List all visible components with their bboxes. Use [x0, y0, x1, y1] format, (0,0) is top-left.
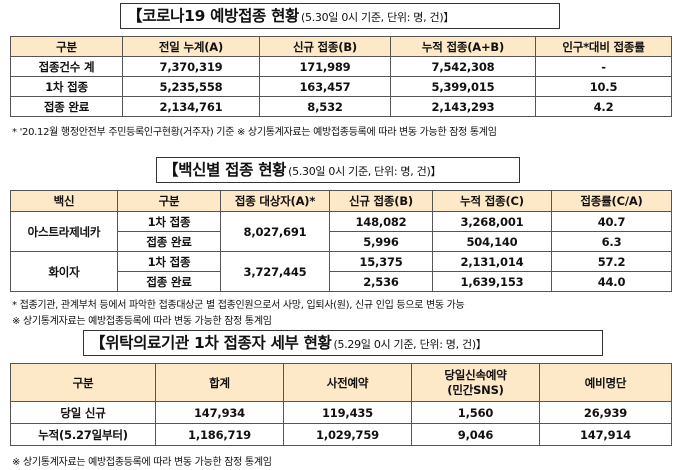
table-cell: 147,934	[155, 401, 284, 424]
row-label: 1차 접종	[117, 211, 221, 232]
table-cell: 119,435	[283, 401, 412, 424]
col-header: 전일 누계(A)	[122, 36, 260, 57]
table-cell: 26,939	[539, 401, 672, 424]
row-label: 접종 완료	[117, 231, 221, 252]
row-label: 접종 완료	[117, 271, 221, 292]
col-header: 사전예약	[283, 363, 412, 402]
table-row: 당일 신규 147,934 119,435 1,560 26,939	[10, 401, 672, 424]
section1-title: 【코로나19 예방접종 현황	[127, 7, 300, 25]
section3-note: ※ 상기통계자료는 예방접종등록에 따라 변동 가능한 잠정 통계임	[12, 457, 272, 468]
table-cell: 7,542,308	[390, 56, 536, 77]
table-cell: 1,560	[411, 401, 540, 424]
table-cell: 4.2	[535, 96, 672, 117]
col-header: 누적 접종(A+B)	[390, 36, 536, 57]
section1-table: 구분 전일 누계(A) 신규 접종(B) 누적 접종(A+B) 인구*대비 접종…	[10, 36, 672, 117]
target-count: 8,027,691	[220, 211, 330, 252]
table-cell: 5,399,015	[390, 76, 536, 97]
section2-subtitle: (5.30일 0시 기준, 단위: 명, 건)】	[288, 165, 442, 178]
table-cell: 2,134,761	[122, 96, 260, 117]
table-row: 접종건수 계 7,370,319 171,989 7,542,308 -	[10, 56, 672, 77]
table-row: 누적(5.27일부터) 1,186,719 1,029,759 9,046 14…	[10, 423, 672, 446]
table-cell: 2,536	[329, 271, 433, 292]
table-cell: -	[535, 56, 672, 77]
table-cell: 7,370,319	[122, 56, 260, 77]
table-cell: 1,639,153	[432, 271, 552, 292]
col-header: 접종 대상자(A)*	[220, 190, 330, 212]
table-cell: 504,140	[432, 231, 552, 252]
table-cell: 171,989	[259, 56, 391, 77]
col-header: 예비명단	[539, 363, 672, 402]
row-label: 접종건수 계	[10, 56, 123, 77]
col-header: 인구*대비 접종률	[535, 36, 672, 57]
row-label: 접종 완료	[10, 96, 123, 117]
table-cell: 3,268,001	[432, 211, 552, 232]
table-cell: 5,996	[329, 231, 433, 252]
section2-table: 백신 구분 접종 대상자(A)* 신규 접종(B) 누적 접종(C) 접종률(C…	[10, 190, 672, 292]
col-header: 합계	[155, 363, 284, 402]
col-header: 누적 접종(C)	[432, 190, 552, 212]
table-row: 1차 접종 5,235,558 163,457 5,399,015 10.5	[10, 76, 672, 97]
table-cell: 1,029,759	[283, 423, 412, 446]
col-header-line: 당일신속예약	[444, 367, 507, 382]
table-cell: 9,046	[411, 423, 540, 446]
table-row: 아스트라제네카 1차 접종 8,027,691 148,082 3,268,00…	[10, 211, 672, 252]
table-cell: 5,235,558	[122, 76, 260, 97]
table-cell: 8,532	[259, 96, 391, 117]
table-row: 화이자 1차 접종 3,727,445 15,375 2,131,014 57.…	[10, 251, 672, 292]
table-cell: 44.0	[551, 271, 672, 292]
table-cell: 2,131,014	[432, 251, 552, 272]
col-header: 구분	[10, 36, 123, 57]
section3-title: 【위탁의료기관 1차 접종자 세부 현황	[90, 334, 332, 352]
section1-subtitle: (5.30일 0시 기준, 단위: 명, 건)】	[301, 11, 455, 24]
section2-note-2: ※ 상기통계자료는 예방접종등록에 따라 변동 가능한 잠정 통계임	[12, 316, 272, 327]
table-cell: 10.5	[535, 76, 672, 97]
table-cell: 2,143,293	[390, 96, 536, 117]
table-cell: 15,375	[329, 251, 433, 272]
section2-title: 【백신별 접종 현황	[163, 161, 287, 179]
section3-table: 구분 합계 사전예약 당일신속예약 (민간SNS) 예비명단 당일 신규 147…	[10, 363, 672, 446]
section1-title-box: 【코로나19 예방접종 현황 (5.30일 0시 기준, 단위: 명, 건)】	[120, 3, 560, 29]
section3-subtitle: (5.29일 0시 기준, 단위: 명, 건)】	[333, 338, 487, 351]
table-cell: 163,457	[259, 76, 391, 97]
col-header-line: (민간SNS)	[447, 382, 504, 397]
row-label: 1차 접종	[117, 251, 221, 272]
vaccine-name: 화이자	[10, 251, 118, 292]
table-cell: 40.7	[551, 211, 672, 232]
col-header: 구분	[117, 190, 221, 212]
section2-note-1: * 접종기관, 관계부처 등에서 파악한 접종대상군 별 접종인원으로서 사망,…	[12, 300, 465, 311]
row-label: 1차 접종	[10, 76, 123, 97]
table-row: 접종 완료 2,134,761 8,532 2,143,293 4.2	[10, 96, 672, 117]
table-cell: 147,914	[539, 423, 672, 446]
table-cell: 6.3	[551, 231, 672, 252]
table-cell: 148,082	[329, 211, 433, 232]
col-header: 백신	[10, 190, 118, 212]
target-count: 3,727,445	[220, 251, 330, 292]
row-label: 누적(5.27일부터)	[10, 423, 156, 446]
vaccine-name: 아스트라제네카	[10, 211, 118, 252]
table-cell: 1,186,719	[155, 423, 284, 446]
section1-note: * '20.12월 행정안전부 주민등록인구현황(거주자) 기준 ※ 상기통계자…	[12, 127, 497, 138]
table-cell: 57.2	[551, 251, 672, 272]
row-label: 당일 신규	[10, 401, 156, 424]
col-header: 신규 접종(B)	[329, 190, 433, 212]
col-header: 신규 접종(B)	[259, 36, 391, 57]
col-header: 접종률(C/A)	[551, 190, 672, 212]
col-header: 당일신속예약 (민간SNS)	[411, 363, 540, 402]
table-row: 접종 완료 2,536 1,639,153 44.0	[11, 271, 672, 292]
section3-title-box: 【위탁의료기관 1차 접종자 세부 현황 (5.29일 0시 기준, 단위: 명…	[83, 330, 603, 356]
section2-title-box: 【백신별 접종 현황 (5.30일 0시 기준, 단위: 명, 건)】	[156, 157, 520, 183]
col-header: 구분	[10, 363, 156, 402]
